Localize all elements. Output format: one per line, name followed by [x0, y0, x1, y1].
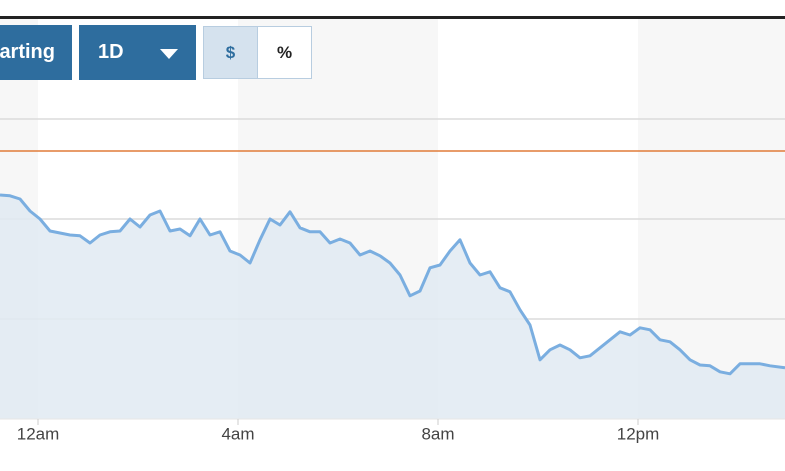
unit-percent[interactable]: %	[276, 42, 293, 62]
x-tick-label: 4am	[221, 424, 254, 443]
unit-toggle: $ %	[203, 26, 312, 79]
area-fill	[0, 195, 785, 419]
chart-button[interactable]: arting	[0, 25, 72, 80]
range-button[interactable]: 1D	[79, 25, 196, 80]
x-tick-label: 12am	[17, 424, 60, 443]
top-rule	[0, 16, 785, 19]
x-tick-label: 12pm	[617, 424, 660, 443]
range-label: 1D	[98, 41, 124, 63]
unit-dollar[interactable]: $	[204, 27, 258, 78]
x-tick-label: 8am	[421, 424, 454, 443]
price-line	[0, 193, 785, 376]
